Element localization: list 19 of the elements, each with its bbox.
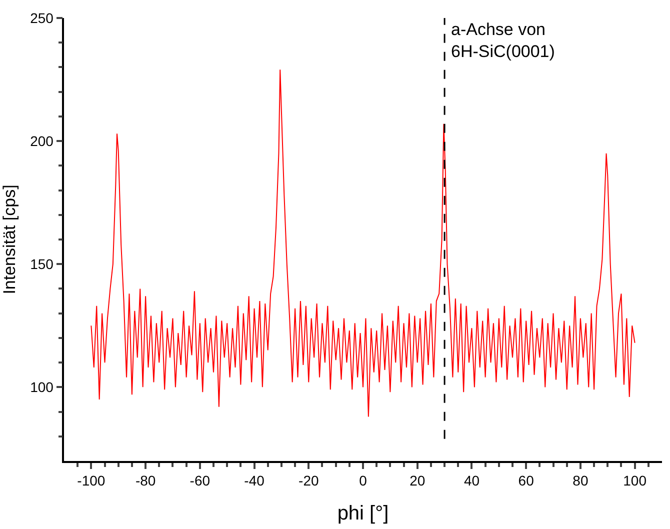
x-tick-label: 40: [464, 472, 480, 489]
x-tick-label: 80: [572, 472, 588, 489]
x-tick-label: 0: [359, 472, 368, 489]
ref-line-label: a-Achse von 6H-SiC(0001): [451, 20, 555, 62]
x-axis-title: phi [°]: [337, 502, 389, 525]
x-tick-label: 60: [518, 472, 534, 489]
x-tick-label: -60: [190, 472, 210, 489]
x-tick-label: 20: [410, 472, 426, 489]
x-tick-label: -20: [298, 472, 319, 489]
y-tick-label: 150: [30, 256, 54, 272]
y-tick-label: 100: [30, 379, 54, 396]
x-tick-label: -100: [77, 472, 106, 489]
y-tick-label: 250: [30, 10, 54, 26]
line-series: [90, 69, 636, 418]
x-tick-label: -40: [244, 472, 265, 489]
y-axis-title: Intensität [cps]: [0, 184, 20, 294]
y-tick-label: 200: [30, 132, 54, 149]
x-tick-label: -80: [135, 472, 156, 489]
x-tick-label: 100: [623, 472, 647, 489]
